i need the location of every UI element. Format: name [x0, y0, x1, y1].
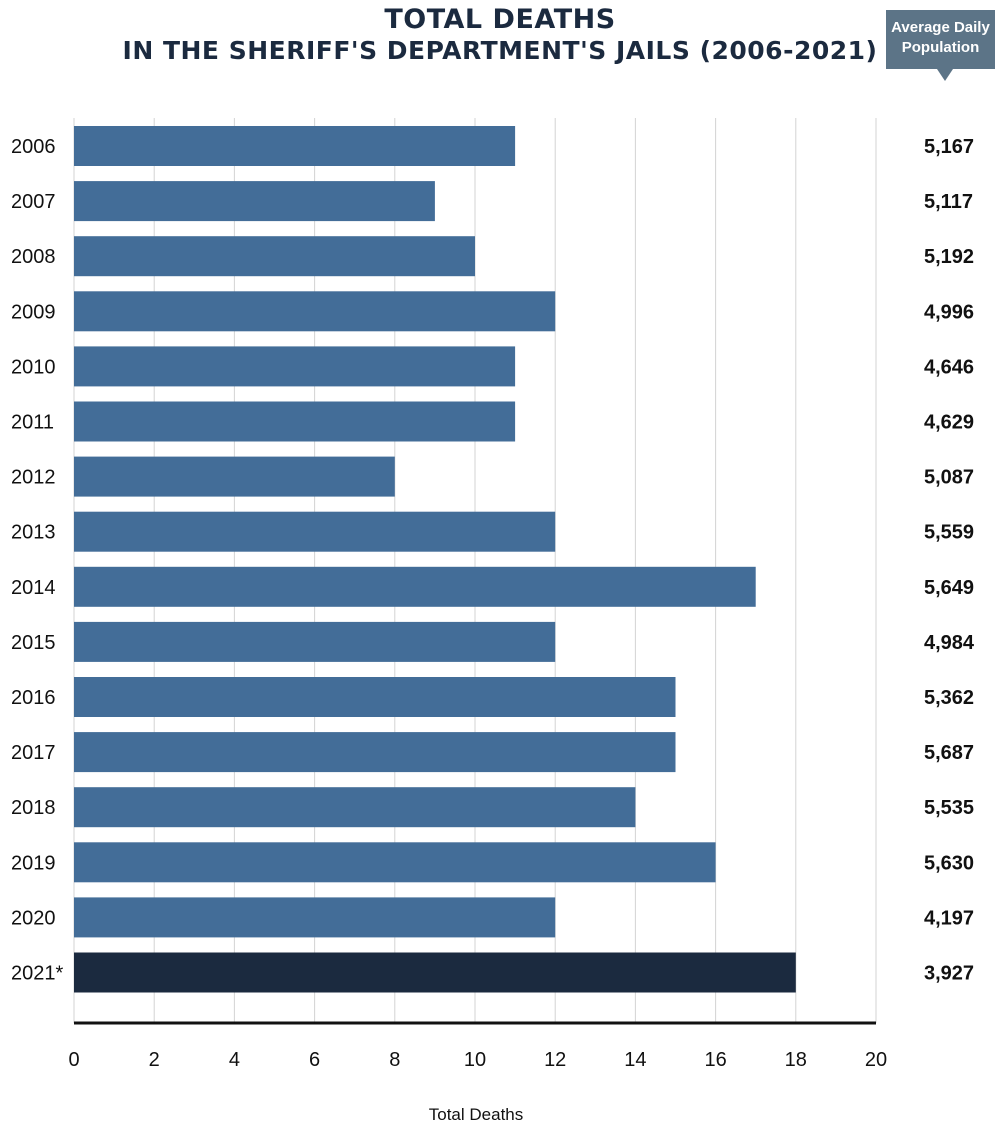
bar-2017 [74, 732, 676, 773]
x-axis-label: Total Deaths [429, 1105, 524, 1124]
population-value-2017: 5,687 [924, 742, 974, 764]
x-axis: 0 2 4 6 8 10 12 14 16 18 20 [68, 1021, 887, 1071]
bar-2016 [74, 677, 676, 717]
category-label-2018: 2018 [11, 797, 56, 819]
population-value-2006: 5,167 [924, 136, 974, 158]
average-daily-population-header: Average Daily Population [886, 10, 995, 81]
category-label-2006: 2006 [11, 136, 56, 158]
x-tick-label-12: 12 [544, 1049, 566, 1071]
x-tick-label-20: 20 [865, 1049, 887, 1071]
population-value-2014: 5,649 [924, 577, 974, 599]
population-value-2020: 4,197 [924, 907, 974, 929]
down-arrow-icon [937, 69, 953, 81]
x-tick-label-14: 14 [624, 1049, 646, 1071]
population-value-2016: 5,362 [924, 687, 974, 709]
population-value-2021: 3,927 [924, 963, 974, 985]
bar-2014 [74, 566, 756, 607]
x-tick-label-2: 2 [149, 1049, 160, 1071]
bar-2012 [74, 456, 395, 497]
population-value-2008: 5,192 [924, 246, 974, 268]
population-header-line-2: Population [901, 39, 980, 56]
category-labels: 2006 2007 2008 2009 2010 2011 2012 2013 2014 2015… [11, 136, 63, 985]
x-tick-label-18: 18 [785, 1049, 807, 1071]
bars [74, 126, 796, 993]
category-label-2017: 2017 [11, 742, 56, 764]
category-label-2020: 2020 [11, 907, 56, 929]
category-label-2014: 2014 [11, 577, 56, 599]
x-tick-label-4: 4 [229, 1049, 240, 1071]
bar-2006 [74, 126, 516, 166]
bar-2019 [74, 842, 716, 883]
population-value-2015: 4,984 [924, 632, 975, 654]
x-tick-label-0: 0 [68, 1049, 79, 1071]
category-label-2010: 2010 [11, 356, 56, 378]
population-value-2019: 5,630 [924, 852, 974, 874]
bar-2021 [74, 952, 796, 993]
category-label-2008: 2008 [11, 246, 56, 268]
population-value-2010: 4,646 [924, 356, 974, 378]
x-tick-label-10: 10 [464, 1049, 486, 1071]
bar-2020 [74, 897, 556, 938]
chart-title: Total Deaths in the Sheriff's Department… [0, 4, 995, 66]
population-value-2011: 4,629 [924, 412, 974, 434]
category-label-2021: 2021* [11, 963, 63, 985]
x-tick-label-8: 8 [389, 1049, 400, 1071]
category-label-2009: 2009 [11, 301, 56, 323]
category-label-2011: 2011 [11, 412, 54, 434]
population-value-2012: 5,087 [924, 467, 974, 489]
population-value-2009: 4,996 [924, 301, 974, 323]
bar-2013 [74, 511, 556, 552]
bar-2008 [74, 236, 475, 277]
population-value-2013: 5,559 [924, 522, 974, 544]
bar-2007 [74, 181, 435, 222]
bar-2010 [74, 346, 516, 387]
category-label-2007: 2007 [11, 191, 56, 213]
category-label-2012: 2012 [11, 467, 56, 489]
category-label-2015: 2015 [11, 632, 56, 654]
bar-2018 [74, 787, 636, 828]
bar-2015 [74, 621, 556, 662]
category-label-2013: 2013 [11, 522, 56, 544]
bar-2011 [74, 401, 516, 442]
chart-title-line-2: in the Sheriff's Department's Jails (200… [122, 36, 878, 65]
category-label-2019: 2019 [11, 852, 56, 874]
population-values: 5,167 5,117 5,192 4,996 4,646 4,629 5,087 5,559… [924, 136, 975, 985]
bar-2009 [74, 291, 556, 332]
x-tick-label-6: 6 [309, 1049, 320, 1071]
chart-title-line-1: Total Deaths [384, 4, 616, 35]
population-value-2018: 5,535 [924, 797, 974, 819]
population-value-2007: 5,117 [924, 191, 973, 213]
x-tick-label-16: 16 [704, 1049, 726, 1071]
population-header-line-1: Average Daily [891, 19, 990, 36]
category-label-2016: 2016 [11, 687, 56, 709]
